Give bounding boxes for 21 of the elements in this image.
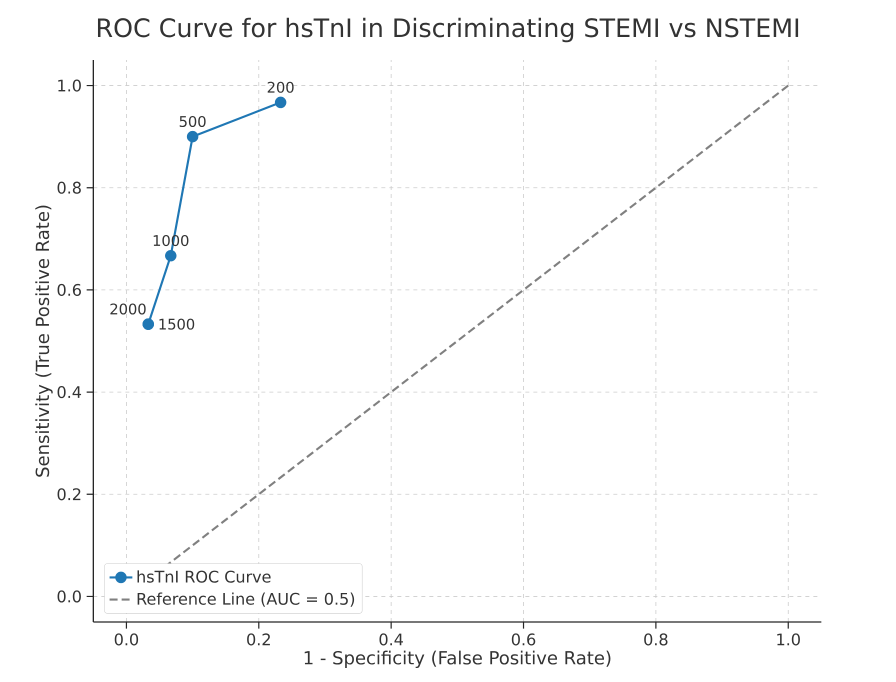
legend-label: hsTnI ROC Curve (138, 570, 271, 583)
y-tick-label: 0.8 (58, 182, 81, 194)
x-tick-label: 0.2 (247, 633, 270, 646)
y-axis-title: Sensitivity (True Positive Rate) (35, 206, 53, 477)
x-axis-title: 1 - Specificity (False Positive Rate) (304, 650, 610, 668)
x-tick-label: 0.4 (379, 633, 403, 646)
y-tick-label: 0.6 (58, 284, 81, 296)
y-tick-label: 0.2 (58, 488, 80, 500)
y-tick-label: 0.0 (58, 590, 81, 603)
x-tick-label: 0.6 (512, 633, 536, 646)
y-tick-label: 0.4 (58, 386, 82, 398)
annotation: 200 (268, 82, 294, 93)
annotation: 1500 (159, 318, 194, 330)
x-tick-label: 0.8 (644, 633, 668, 646)
legend-label: Reference Line (AUC = 0.5) (138, 592, 354, 607)
y-tick-label: 1.0 (58, 79, 81, 92)
x-tick-label: 1.0 (777, 633, 800, 646)
annotation: 2000 (110, 303, 146, 315)
annotation: 500 (180, 116, 206, 128)
chart-title: ROC Curve for hsTnI in Discriminating STEMI vs NSTEMI (98, 18, 798, 42)
x-tick-label: 0.0 (114, 633, 138, 646)
